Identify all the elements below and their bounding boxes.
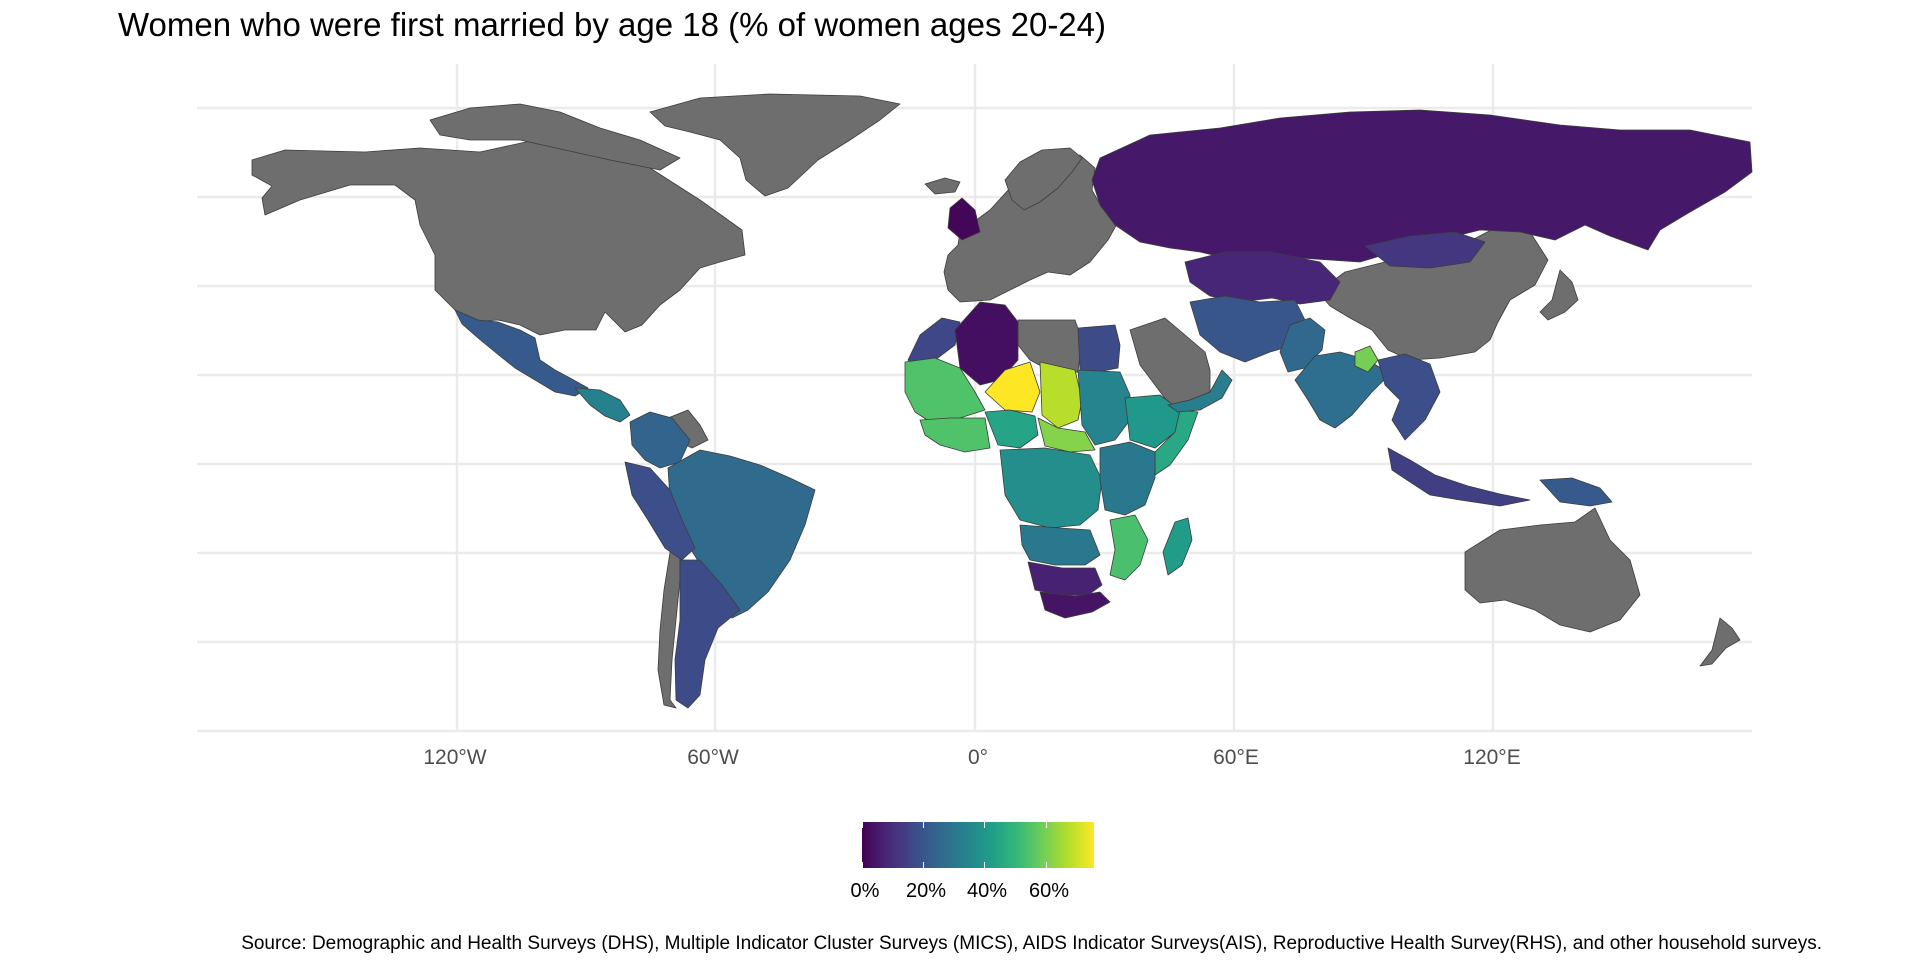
central-america — [574, 387, 631, 423]
madagascar — [1162, 517, 1193, 576]
chad — [1039, 361, 1083, 429]
mexico — [454, 309, 589, 397]
gulf-of-guinea — [919, 417, 991, 453]
south-africa — [1039, 591, 1111, 619]
japan — [1539, 269, 1579, 321]
mongolia — [1364, 231, 1486, 269]
india — [1294, 351, 1391, 429]
argentina-paraguay — [674, 559, 741, 709]
legend-label: 0% — [850, 880, 880, 902]
namibia-botswana — [1027, 561, 1103, 596]
indonesia — [1387, 447, 1531, 507]
sudan — [1077, 369, 1131, 446]
iceland — [924, 177, 961, 195]
chart-title: Women who were first married by age 18 (… — [118, 6, 1107, 43]
peru-bolivia — [624, 461, 696, 561]
x-tick-label: 0° — [967, 746, 989, 769]
central-asia — [1184, 251, 1341, 305]
x-tick-label: 60°E — [1213, 746, 1259, 769]
bangladesh — [1354, 345, 1379, 373]
scandinavia — [1004, 147, 1083, 211]
australia — [1464, 507, 1641, 633]
mozambique — [1109, 514, 1149, 581]
arctic-islands-region — [429, 103, 681, 171]
legend-label: 20% — [905, 880, 947, 902]
x-tick-label: 120°E — [1463, 746, 1521, 769]
united-kingdom — [947, 197, 981, 241]
papua-new-guinea — [1539, 477, 1613, 507]
west-africa — [904, 357, 986, 426]
dr-congo — [999, 447, 1103, 529]
central-african-republic — [1037, 417, 1096, 453]
source-caption: Source: Demographic and Health Surveys (… — [241, 933, 1822, 954]
yemen-oman — [1167, 369, 1233, 413]
north-america-region — [251, 139, 746, 336]
somalia — [1154, 409, 1199, 476]
legend-label: 60% — [1028, 880, 1070, 902]
algeria — [954, 301, 1019, 386]
saudi-arabia — [1129, 317, 1211, 406]
southeast-asia — [1377, 353, 1441, 441]
russia — [1091, 109, 1753, 263]
egypt — [1077, 324, 1121, 373]
nigeria — [984, 409, 1039, 449]
countries — [251, 93, 1753, 709]
x-tick-label: 120°W — [423, 746, 487, 769]
legend-label: 40% — [966, 880, 1008, 902]
x-tick-label: 60°W — [687, 746, 739, 769]
legend-colorbar — [862, 822, 1094, 868]
angola-zambia — [1019, 524, 1101, 566]
east-africa — [1099, 441, 1156, 516]
new-zealand — [1699, 617, 1741, 667]
greenland — [649, 93, 901, 197]
